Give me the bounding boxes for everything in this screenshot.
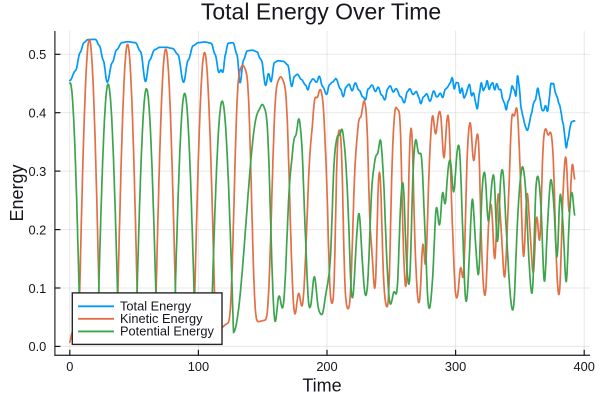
svg-text:0.3: 0.3 [29,164,47,179]
svg-text:0.1: 0.1 [29,281,47,296]
svg-text:Time: Time [302,376,341,396]
svg-text:Potential Energy: Potential Energy [120,324,215,339]
svg-text:100: 100 [188,359,209,374]
svg-text:Kinetic Energy: Kinetic Energy [120,311,203,326]
svg-text:0.2: 0.2 [29,222,47,237]
svg-text:300: 300 [445,359,466,374]
svg-text:Total Energy: Total Energy [120,299,192,314]
svg-text:0: 0 [66,359,73,374]
svg-text:200: 200 [316,359,337,374]
svg-text:0.4: 0.4 [29,106,47,121]
svg-text:Energy: Energy [7,164,27,221]
svg-text:0.0: 0.0 [29,339,47,354]
svg-text:Total Energy Over Time: Total Energy Over Time [201,0,441,24]
svg-text:0.5: 0.5 [29,47,47,62]
svg-text:400: 400 [574,359,595,374]
